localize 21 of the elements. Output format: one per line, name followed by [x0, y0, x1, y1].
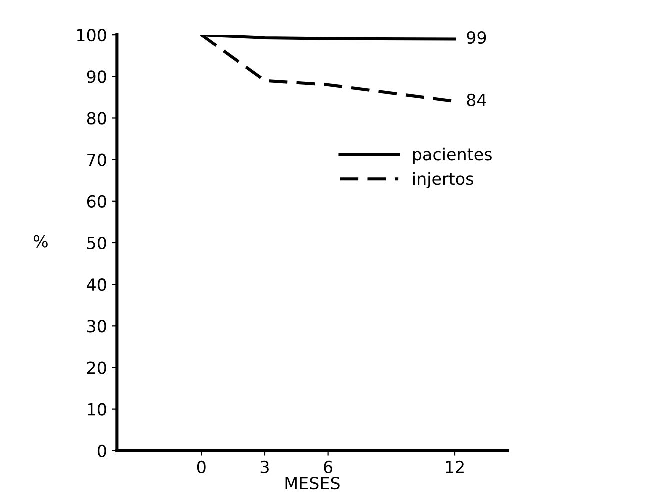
data-label: 99 — [467, 31, 486, 44]
legend-label: injertos — [413, 172, 474, 188]
y-tick-label: 90 — [87, 70, 106, 84]
y-tick-label: 100 — [77, 29, 106, 42]
y-tick-label: 50 — [88, 236, 106, 250]
x-tick-label: 12 — [446, 460, 464, 474]
y-tick-label: 30 — [88, 320, 106, 333]
x-tick-label: 0 — [197, 460, 206, 474]
y-tick-label: 60 — [87, 195, 106, 208]
y-tick-label: 80 — [87, 112, 106, 125]
y-tick-label: 0 — [98, 444, 106, 458]
data-label: 84 — [467, 94, 486, 106]
y-tick-label: 10 — [88, 403, 106, 416]
legend-label: pacientes — [413, 148, 492, 164]
x-axis-title: MESES — [286, 477, 340, 490]
x-tick-label: 6 — [324, 460, 333, 474]
y-tick-label: 70 — [88, 154, 106, 166]
y-axis-title: % — [34, 235, 48, 248]
y-tick-label: 20 — [87, 362, 106, 374]
y-tick-label: 40 — [87, 278, 106, 292]
x-tick-label: 3 — [260, 460, 269, 474]
